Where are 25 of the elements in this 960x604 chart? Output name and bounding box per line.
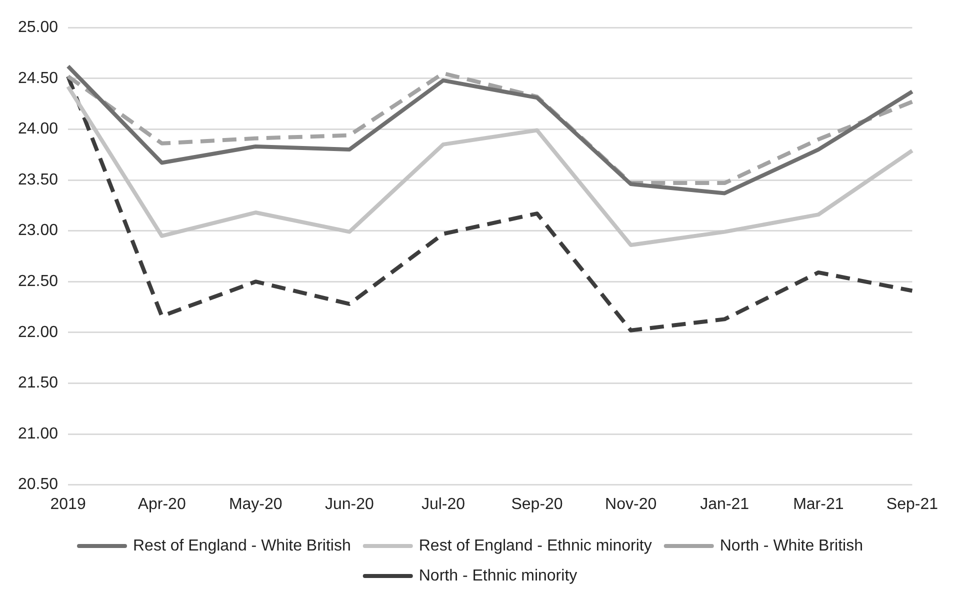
legend-label: Rest of England - Ethnic minority [418,537,652,554]
x-tick-label: Sep-21 [886,496,938,513]
y-tick-label: 23.00 [18,222,58,240]
x-tick-label: Sep-20 [511,496,563,513]
x-tick-label: Nov-20 [605,496,657,513]
y-tick-label: 24.50 [18,70,58,87]
x-tick-label: Apr-20 [138,496,186,513]
x-tick-label: Mar-21 [793,496,844,513]
line-series [66,74,914,332]
y-tick-label: 21.00 [18,425,58,442]
x-tick-label: May-20 [228,496,282,513]
x-tick-label: 2019 [50,496,86,513]
y-tick-label: 24.00 [18,120,58,138]
x-tick-label: Jul-20 [421,496,466,513]
y-tick-label: 21.50 [18,374,58,392]
y-tick-label: 23.50 [18,171,58,188]
legend-label: North - Ethnic minority [418,567,578,584]
y-tick-label: 20.50 [18,476,58,494]
y-tick-label: 22.50 [18,273,58,290]
y-tick-label: 22.00 [18,324,58,341]
x-tick-label: Jan-21 [700,496,750,513]
legend-label: Rest of England - White British [133,537,351,554]
y-tick-label: 25.00 [18,19,58,36]
x-tick-label: Jun-20 [324,496,374,513]
legend-label: North - White British [720,537,863,554]
